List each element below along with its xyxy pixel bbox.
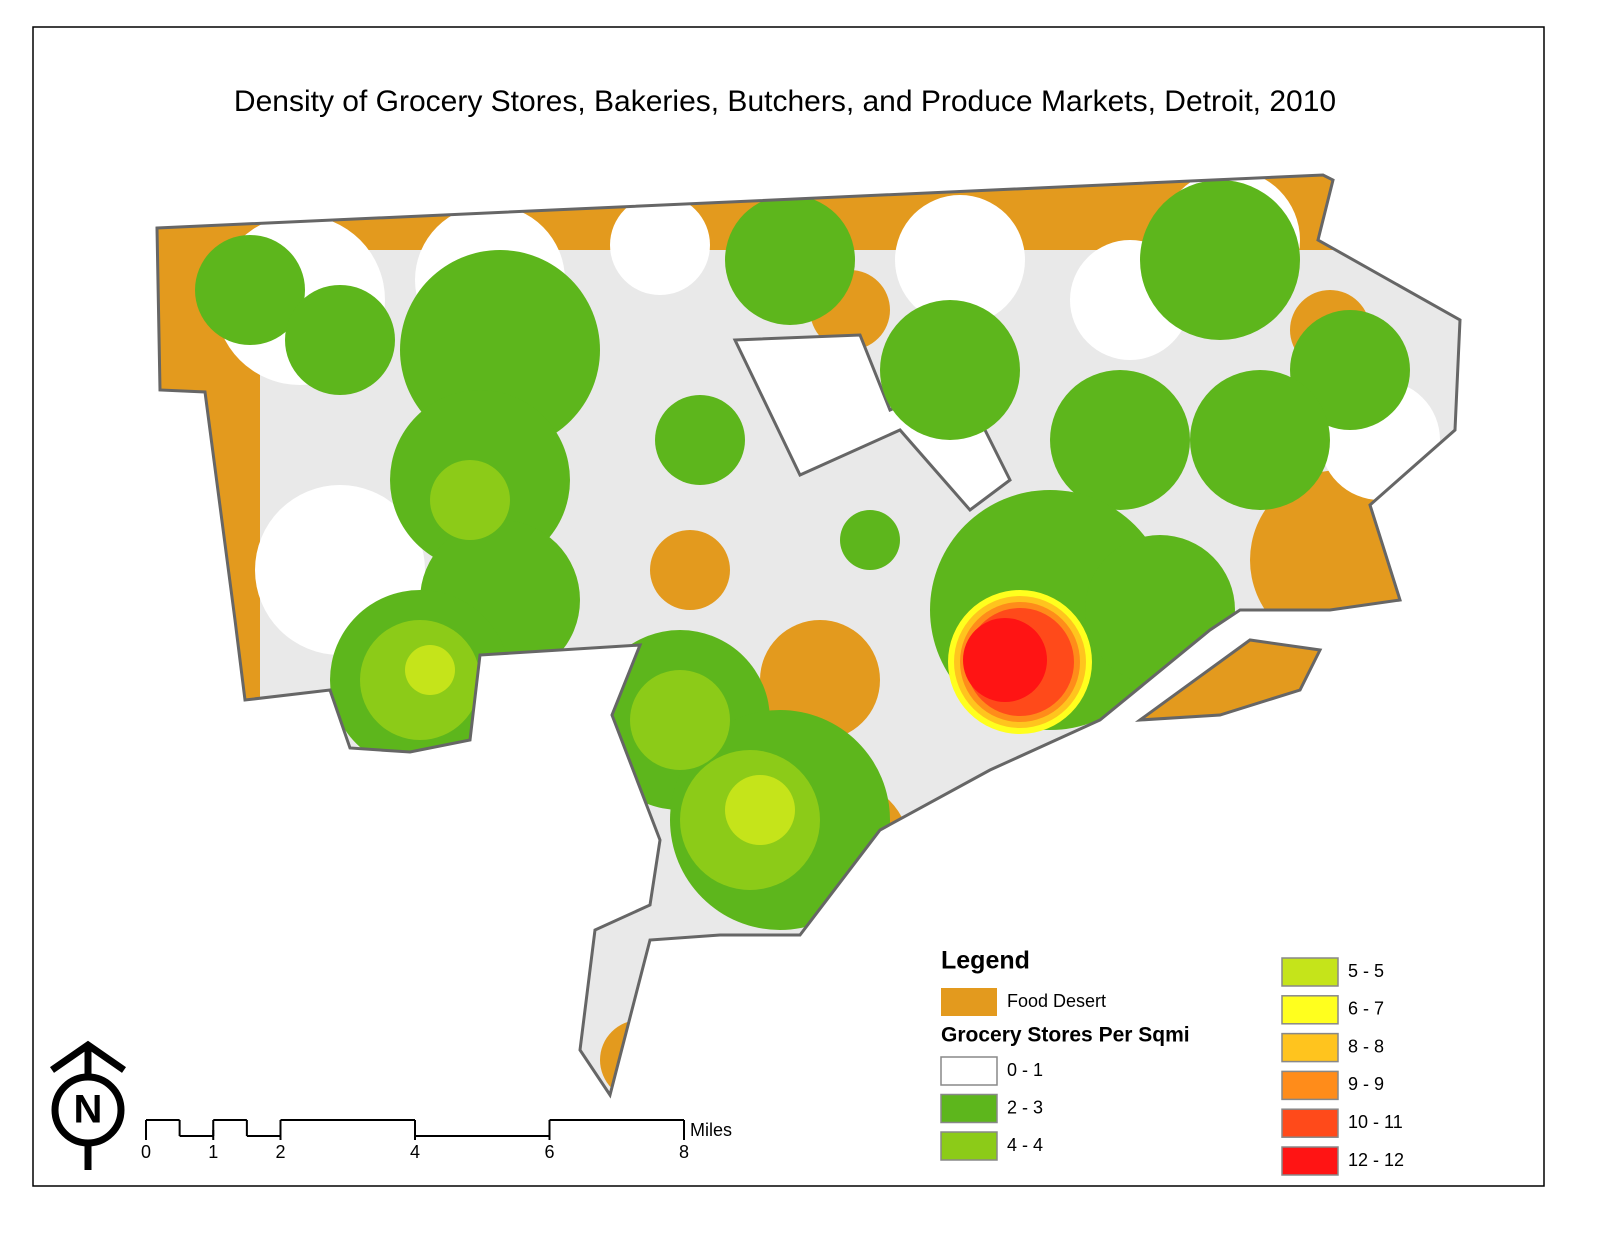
legend-swatch xyxy=(1281,957,1339,987)
legend-label: 5 - 5 xyxy=(1348,961,1384,981)
legend-label: 8 - 8 xyxy=(1348,1036,1384,1056)
legend-label: 2 - 3 xyxy=(1007,1097,1043,1117)
legend-subtitle: Grocery Stores Per Sqmi xyxy=(941,1024,1190,1047)
scale-unit: Miles xyxy=(690,1120,732,1140)
legend-swatch xyxy=(940,1093,998,1124)
legend-swatch xyxy=(940,1056,998,1086)
legend-label: 6 - 7 xyxy=(1348,999,1384,1019)
legend-swatch xyxy=(1281,1108,1339,1138)
legend-title: Legend xyxy=(941,947,1030,975)
north-label: N xyxy=(74,1088,103,1132)
legend: Legend Grocery Stores Per Sqmi Food Dese… xyxy=(940,947,1404,1176)
scale-tick-label: 8 xyxy=(679,1142,689,1162)
legend-label: 4 - 4 xyxy=(1007,1135,1043,1155)
scale-tick-label: 4 xyxy=(410,1142,420,1162)
city-boundary xyxy=(155,173,1462,1099)
legend-swatch xyxy=(940,1131,998,1161)
map-title: Density of Grocery Stores, Bakeries, But… xyxy=(234,85,1336,118)
legend-swatch xyxy=(1281,995,1339,1025)
legend-label: Food Desert xyxy=(1007,991,1106,1011)
legend-swatch xyxy=(1281,1146,1339,1176)
legend-label: 0 - 1 xyxy=(1007,1060,1043,1080)
legend-label: 12 - 12 xyxy=(1348,1150,1404,1170)
legend-swatch xyxy=(1281,1032,1339,1063)
scale-bar-line xyxy=(145,1119,685,1137)
scale-tick-label: 2 xyxy=(275,1142,285,1162)
scale-tick-label: 1 xyxy=(208,1142,218,1162)
scale-tick-label: 6 xyxy=(544,1142,554,1162)
legend-swatch xyxy=(941,988,997,1016)
north-arrow: N xyxy=(50,1040,126,1170)
legend-swatch xyxy=(1281,1070,1339,1101)
belle-isle xyxy=(1134,638,1323,722)
legend-label: 10 - 11 xyxy=(1348,1112,1403,1132)
scale-tick-label: 0 xyxy=(141,1142,151,1162)
legend-label: 9 - 9 xyxy=(1348,1074,1384,1094)
